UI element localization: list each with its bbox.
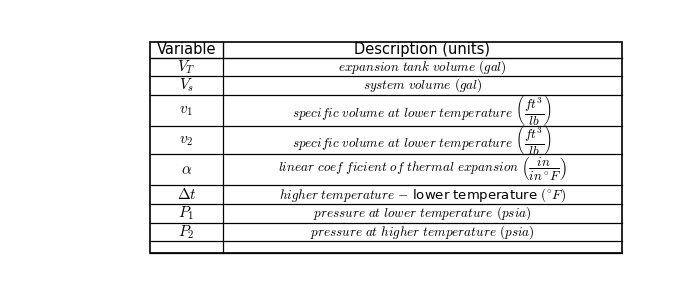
Text: Variable: Variable: [157, 42, 216, 57]
Text: $P_1$: $P_1$: [178, 204, 195, 222]
Text: $\alpha$: $\alpha$: [181, 162, 192, 177]
Text: $\mathit{system\ volume}$ $(gal)$: $\mathit{system\ volume}$ $(gal)$: [363, 77, 482, 94]
Text: $\Delta t$: $\Delta t$: [176, 187, 197, 202]
Text: Description (units): Description (units): [354, 42, 491, 57]
Text: $\mathit{specific\ volume\ at\ lower\ temperature}\ $$\left(\dfrac{ft^3}{lb}\rig: $\mathit{specific\ volume\ at\ lower\ te…: [293, 93, 552, 127]
Text: $\mathit{pressure\ at\ higher\ temperature}$ $(psia)$: $\mathit{pressure\ at\ higher\ temperatu…: [310, 223, 535, 241]
Text: $v_2$: $v_2$: [179, 133, 193, 147]
Text: $V_T$: $V_T$: [177, 58, 196, 76]
Text: $P_2$: $P_2$: [178, 223, 195, 241]
Bar: [150, 42, 622, 253]
Text: $\mathit{expansion\ tank\ volume}$ $(gal)$: $\mathit{expansion\ tank\ volume}$ $(gal…: [338, 58, 507, 76]
Text: $v_1$: $v_1$: [179, 103, 193, 118]
Text: $\mathit{linear\ coef\ ficient\ of\ thermal\ expansion}\ $$\left(\dfrac{in}{in\,: $\mathit{linear\ coef\ ficient\ of\ ther…: [278, 156, 567, 183]
Text: $\mathit{higher\ temperature}$ $-$ lower temperature $(^{\circ}F)$: $\mathit{higher\ temperature}$ $-$ lower…: [279, 186, 566, 204]
Text: $\mathit{specific\ volume\ at\ lower\ temperature}\ $$\left(\dfrac{ft^3}{lb}\rig: $\mathit{specific\ volume\ at\ lower\ te…: [293, 123, 552, 157]
Text: $\mathit{pressure\ at\ lower\ temperature}$ $(psia)$: $\mathit{pressure\ at\ lower\ temperatur…: [314, 204, 532, 222]
Text: $V_s$: $V_s$: [178, 77, 194, 94]
